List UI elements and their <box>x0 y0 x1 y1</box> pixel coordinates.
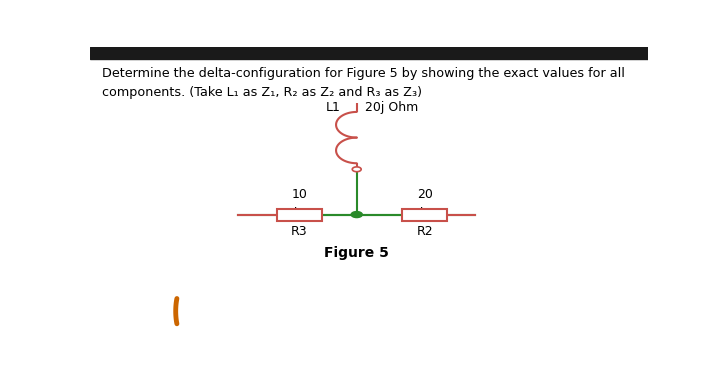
Text: R3: R3 <box>291 225 307 238</box>
Text: Ohm: Ohm <box>284 207 314 220</box>
Bar <box>90 47 648 59</box>
Text: L1: L1 <box>326 101 341 114</box>
Text: Figure 5: Figure 5 <box>324 246 390 260</box>
Text: Ohm: Ohm <box>410 207 440 220</box>
Text: 20j Ohm: 20j Ohm <box>365 101 418 114</box>
Bar <box>402 209 447 221</box>
Text: 10: 10 <box>292 188 307 201</box>
Text: R2: R2 <box>416 225 433 238</box>
Circle shape <box>351 212 362 218</box>
Text: Determine the delta-configuration for Figure 5 by showing the exact values for a: Determine the delta-configuration for Fi… <box>102 67 625 80</box>
Bar <box>277 209 322 221</box>
Text: 20: 20 <box>417 188 433 201</box>
Text: components. (Take L₁ as Z₁, R₂ as Z₂ and R₃ as Z₃): components. (Take L₁ as Z₁, R₂ as Z₂ and… <box>102 86 422 99</box>
